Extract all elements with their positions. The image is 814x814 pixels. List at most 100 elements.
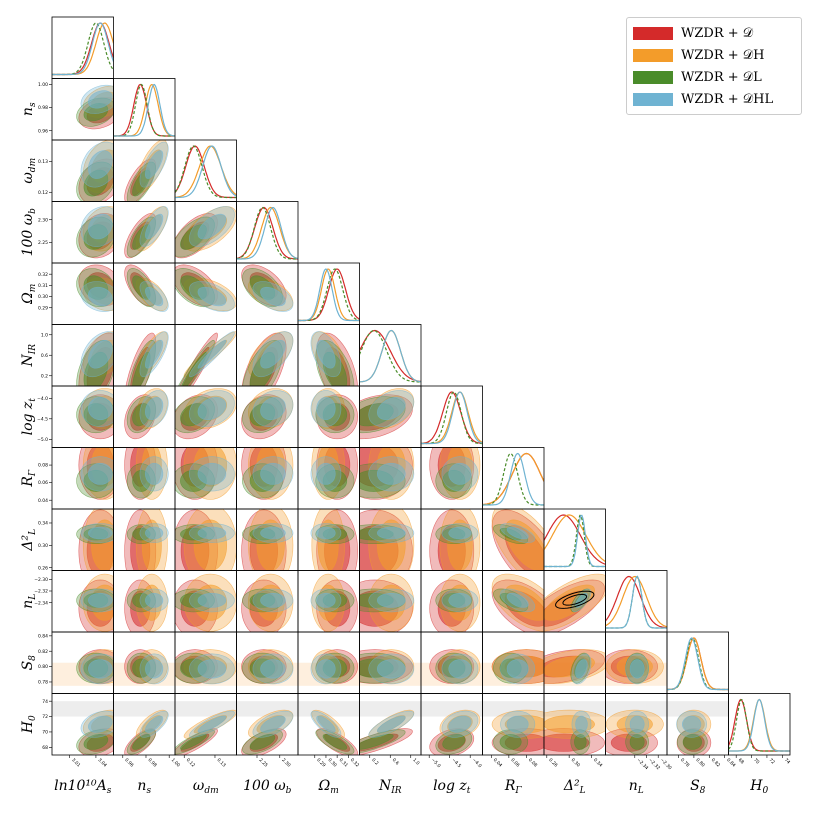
panel-RG-ns bbox=[124, 447, 169, 500]
contour-S8-wdm-3-1 bbox=[197, 659, 227, 679]
panel-nL-NIR bbox=[359, 573, 415, 632]
marginal-D2L-3 bbox=[544, 514, 606, 568]
marginal-H0-0 bbox=[728, 698, 790, 752]
contour-Om-ns-3-1 bbox=[144, 286, 164, 307]
legend-swatch bbox=[633, 26, 673, 40]
contour-nL-NIR-3-1 bbox=[376, 592, 406, 608]
x-tick-label: 2.30 bbox=[280, 757, 291, 768]
y-tick-label: 0.31 bbox=[38, 283, 48, 289]
x-tick-label: 0.96 bbox=[123, 757, 134, 768]
band-H0 bbox=[359, 701, 421, 717]
x-axis-label-H0: H0 bbox=[749, 778, 768, 796]
marginal-lnAs-3 bbox=[52, 22, 114, 76]
contour-D2L-wdm-3-1 bbox=[197, 526, 227, 540]
x-tick-label: −2.32 bbox=[647, 757, 661, 771]
x-tick-label: 0.13 bbox=[216, 757, 227, 768]
panel-D2L-ns bbox=[124, 509, 169, 571]
panel-ns-lnAs bbox=[76, 84, 114, 130]
y-tick-label: −2.32 bbox=[34, 589, 48, 595]
contour-wb-ns-3-1 bbox=[144, 213, 164, 240]
contour-H0-nL-3-1 bbox=[629, 715, 645, 733]
panel-wb-wb bbox=[236, 206, 298, 260]
contour-RG-lnAs-3-1 bbox=[87, 462, 113, 485]
legend-item-wzdr-dh: WZDR + 𝒟H bbox=[633, 44, 764, 66]
contour-wb-ns-2-1 bbox=[132, 224, 151, 250]
contour-S8-lnAs-3-1 bbox=[87, 659, 113, 679]
marginal-logzt-3 bbox=[421, 391, 483, 445]
contour-S8-Om-3-1 bbox=[316, 659, 336, 679]
panel-D2L-NIR bbox=[359, 509, 415, 571]
contour-D2L-wb-3-1 bbox=[260, 526, 286, 540]
panel-RG-wdm bbox=[175, 447, 237, 500]
contour-H0-wb-3-1 bbox=[260, 715, 286, 733]
panel-S8-logzt bbox=[421, 649, 483, 686]
marginal-ns-3 bbox=[113, 83, 175, 137]
marginal-Om-2 bbox=[298, 268, 360, 322]
panel-nL-nL bbox=[605, 575, 667, 629]
panel-S8-RG bbox=[482, 649, 544, 686]
x-tick-label: 3.01 bbox=[70, 757, 81, 768]
panel-logzt-Om bbox=[310, 388, 359, 440]
panel-D2L-logzt bbox=[429, 509, 481, 571]
panel-RG-Om bbox=[310, 447, 359, 500]
contour-logzt-Om-3-1 bbox=[316, 396, 336, 421]
marginal-D2L-0 bbox=[544, 514, 606, 565]
contour-NIR-Om-3-1 bbox=[316, 339, 336, 369]
legend-label: WZDR + 𝒟L bbox=[681, 69, 762, 85]
reference-contour bbox=[555, 590, 595, 609]
panel-H0-wb bbox=[236, 701, 298, 755]
y-tick-label: 1.0 bbox=[41, 332, 48, 338]
y-tick-label: 0.12 bbox=[38, 190, 48, 196]
y-axis-label-H0: H0 bbox=[20, 715, 38, 734]
x-tick-label: 0.98 bbox=[147, 757, 158, 768]
reference-contour bbox=[562, 593, 588, 606]
contour-H0-D2L-2-1 bbox=[574, 733, 587, 750]
marginal-wdm-1 bbox=[175, 145, 237, 198]
marginal-logzt-0 bbox=[421, 391, 483, 444]
panel-RG-logzt bbox=[429, 447, 481, 500]
panel-Om-ns bbox=[124, 264, 169, 312]
band-H0 bbox=[421, 701, 483, 717]
contour-logzt-NIR-3-1 bbox=[376, 396, 406, 421]
y-tick-label: 68 bbox=[42, 745, 48, 751]
panel-wb-wdm bbox=[175, 206, 237, 259]
x-tick-label: 0.6 bbox=[391, 757, 400, 766]
contour-RG-wdm-3-1 bbox=[197, 462, 227, 485]
marginal-NIR-0 bbox=[359, 329, 421, 382]
panel-Om-wdm bbox=[175, 264, 237, 312]
legend-swatch bbox=[633, 48, 673, 62]
panel-S8-lnAs bbox=[52, 649, 114, 686]
x-tick-label: 2.25 bbox=[258, 757, 269, 768]
contour-S8-ns-3-1 bbox=[144, 659, 164, 679]
panel-wdm-lnAs bbox=[76, 140, 114, 202]
marginal-RG-3 bbox=[482, 452, 544, 506]
y-axis-label-RG: RΓ bbox=[20, 469, 38, 488]
panel-frame bbox=[605, 570, 668, 633]
contour-logzt-wb-3-1 bbox=[260, 397, 286, 420]
panel-H0-ns bbox=[113, 701, 175, 755]
x-tick-label: 0.06 bbox=[509, 757, 520, 768]
marginal-NIR-3 bbox=[359, 329, 421, 383]
contour-S8-wb-3-1 bbox=[260, 659, 286, 679]
contour-H0-nL-2-1 bbox=[629, 733, 645, 750]
x-axis-label-NIR: NIR bbox=[378, 778, 402, 796]
y-tick-label: 0.04 bbox=[38, 498, 48, 504]
contour-nL-ns-3-1 bbox=[144, 592, 164, 608]
marginal-H0-3 bbox=[728, 698, 790, 752]
x-tick-label: 74 bbox=[783, 757, 791, 765]
band-H0 bbox=[544, 701, 606, 717]
contour-H0-RG-2-1 bbox=[499, 733, 522, 750]
contour-wdm-ns-3-1 bbox=[144, 150, 164, 179]
y-tick-label: 0.2 bbox=[41, 373, 48, 379]
x-tick-label: 0.12 bbox=[185, 757, 196, 768]
panel-NIR-ns bbox=[125, 331, 169, 386]
y-tick-label: 0.06 bbox=[38, 480, 48, 486]
band-H0 bbox=[667, 701, 729, 717]
x-tick-label: 0.34 bbox=[592, 757, 603, 768]
panel-H0-D2L bbox=[544, 701, 606, 755]
panel-NIR-NIR bbox=[359, 329, 421, 383]
marginal-Om-3 bbox=[298, 268, 360, 322]
y-tick-label: 2.25 bbox=[38, 240, 48, 246]
contour-logzt-wdm-3-1 bbox=[197, 396, 227, 421]
x-tick-label: 0.2 bbox=[370, 757, 379, 766]
